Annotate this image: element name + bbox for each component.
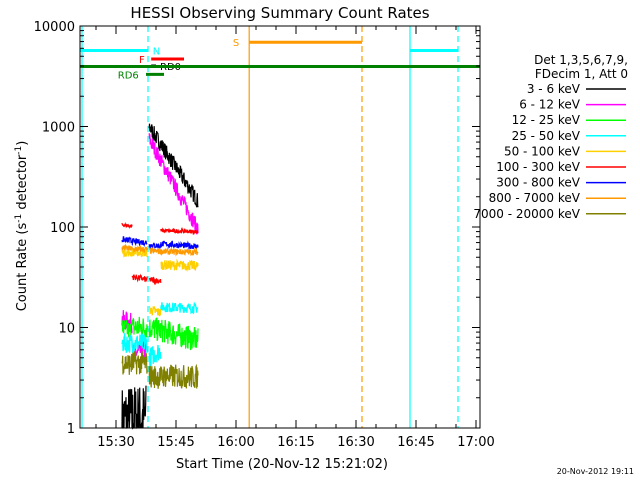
series-3-segment-2: [148, 344, 162, 367]
series-2-segment-1: [131, 316, 148, 339]
y-tick-label-2: 100: [50, 221, 75, 236]
series-3-segment-1: [131, 333, 148, 354]
y-axis-label: Count Rate (s-1 detector-1): [14, 141, 30, 312]
x-tick-label-4: 16:30: [337, 435, 374, 450]
y-axis-label-sup2: -1: [14, 146, 24, 155]
series-5-segment-0: [121, 221, 133, 230]
x-tick-label-1: 15:45: [157, 435, 194, 450]
series-7-segment-3: [160, 246, 199, 257]
series-2-segment-2: [148, 317, 199, 351]
series-5-segment-2: [148, 276, 162, 286]
x-tick-label-2: 16:00: [217, 435, 254, 450]
series-8-segment-3: [160, 363, 199, 389]
flag-label-0: N: [153, 47, 160, 58]
legend-label-7: 800 - 7000 keV: [489, 191, 581, 205]
y-tick-label-4: 10000: [34, 20, 75, 35]
chart-title: HESSI Observing Summary Count Rates: [130, 4, 429, 22]
series-6-segment-1: [131, 237, 148, 248]
legend: Det 1,3,5,6,7,9, FDecim 1, Att 0 3 - 6 k…: [473, 53, 628, 221]
x-tick-label-0: 15:30: [97, 435, 134, 450]
series-6-segment-0: [121, 236, 133, 244]
x-axis-label: Start Time (20-Nov-12 15:21:02): [176, 457, 388, 472]
x-axis: 15:30 15:45 16:00 16:15 16:30 16:45 17:00: [95, 26, 495, 450]
y-tick-label-1: 10: [58, 322, 75, 337]
series-6-segment-3: [160, 240, 199, 251]
legend-label-6: 300 - 800 keV: [496, 176, 580, 190]
series-5-segment-3: [160, 227, 199, 236]
series-5-segment-1: [131, 273, 148, 283]
y-axis-label-end: ): [15, 141, 30, 146]
series-1-segment-2: [148, 133, 199, 235]
series-7-segment-2: [148, 246, 162, 255]
flag-label-5: RD6: [118, 70, 139, 81]
x-tick-label-3: 16:15: [277, 435, 314, 450]
legend-label-3: 25 - 50 keV: [512, 129, 581, 143]
flag-label-6: S: [233, 38, 239, 49]
y-tick-label-3: 1000: [42, 121, 75, 136]
series-2-segment-0: [121, 319, 133, 342]
series-4-segment-2: [148, 305, 162, 317]
y-axis-label-main: Count Rate (s: [15, 223, 30, 312]
series-8-segment-2: [148, 366, 162, 389]
legend-header-2: FDecim 1, Att 0: [535, 67, 628, 81]
legend-header-1: Det 1,3,5,6,7,9,: [534, 53, 628, 67]
x-tick-label-5: 16:45: [397, 435, 434, 450]
series-8-segment-0: [121, 353, 133, 375]
legend-label-8: 7000 - 20000 keV: [473, 207, 580, 221]
series-7-segment-0: [121, 243, 133, 252]
timestamp: 20-Nov-2012 19:11: [557, 467, 634, 476]
y-axis-label-mid: detector: [15, 154, 30, 214]
series-3-segment-3: [160, 301, 199, 315]
series-8-segment-1: [131, 351, 148, 375]
series-7-segment-1: [131, 244, 148, 254]
legend-label-4: 50 - 100 keV: [504, 144, 581, 158]
y-axis: 1 10 100 1000 10000: [34, 20, 480, 437]
series-3-segment-0: [121, 333, 133, 353]
legend-label-2: 12 - 25 keV: [512, 113, 581, 127]
legend-label-1: 6 - 12 keV: [519, 98, 581, 112]
y-tick-label-0: 1: [67, 422, 75, 437]
series-6-segment-2: [148, 242, 162, 250]
series-4-segment-0: [121, 248, 133, 258]
x-tick-label-6: 17:00: [457, 435, 494, 450]
legend-label-5: 100 - 300 keV: [496, 160, 580, 174]
series-0-segment-1: [148, 123, 199, 208]
y-axis-label-sup1: -1: [14, 214, 24, 223]
legend-label-0: 3 - 6 keV: [527, 82, 581, 96]
series-0-segment-0: [121, 385, 147, 430]
series-4-segment-3: [160, 258, 199, 272]
flag-label-2: F: [139, 55, 145, 66]
plot-area: NFRD0RD6S: [80, 26, 480, 430]
